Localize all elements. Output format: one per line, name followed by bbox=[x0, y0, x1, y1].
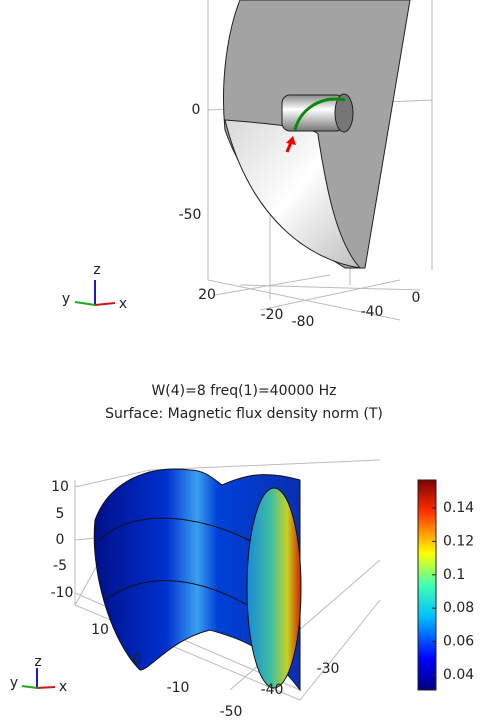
colorbar-tick-label: 0.1 bbox=[443, 567, 465, 583]
triad-label: z bbox=[93, 262, 100, 278]
y-tick-label: -20 bbox=[261, 307, 284, 323]
x-tick-label: -80 bbox=[292, 314, 315, 330]
colorbar: 0.14 0.12 0.1 0.08 0.06 0.04 bbox=[417, 479, 474, 691]
triad-label: x bbox=[59, 679, 67, 695]
z-tick-label: 5 bbox=[56, 506, 65, 522]
colorbar-tick-label: 0.04 bbox=[443, 667, 474, 683]
colorbar-tick-label: 0.08 bbox=[443, 600, 474, 616]
colorbar-tick-label: 0.06 bbox=[443, 634, 474, 650]
plot-subtitle: Surface: Magnetic flux density norm (T) bbox=[105, 406, 383, 422]
top-view: 0 -50 20 -20 -80 -40 0 z y x bbox=[62, 0, 433, 330]
axis-triad: z y x bbox=[10, 654, 67, 695]
x-tick-label: -40 bbox=[261, 682, 284, 698]
axis-triad: z y x bbox=[62, 262, 127, 312]
plot-title: W(4)=8 freq(1)=40000 Hz bbox=[151, 383, 336, 399]
x-tick-label: 0 bbox=[412, 290, 421, 306]
triad-label: z bbox=[34, 654, 41, 670]
z-tick-label: -50 bbox=[179, 207, 202, 223]
x-tick-label: -40 bbox=[361, 304, 384, 320]
colorbar-tick-label: 0.14 bbox=[443, 500, 474, 516]
x-tick-label: -30 bbox=[317, 661, 340, 677]
triad-label: y bbox=[62, 291, 70, 307]
bottom-view: W(4)=8 freq(1)=40000 Hz Surface: Magneti… bbox=[10, 383, 474, 720]
z-tick-label: 10 bbox=[51, 479, 69, 495]
z-tick-label: 0 bbox=[56, 532, 65, 548]
z-tick-label: -5 bbox=[53, 558, 67, 574]
z-tick-label: -10 bbox=[51, 585, 74, 601]
triad-label: y bbox=[10, 675, 18, 691]
colorbar-scale bbox=[417, 479, 437, 691]
y-tick-label: -10 bbox=[167, 680, 190, 696]
y-tick-label: 20 bbox=[198, 287, 216, 303]
y-tick-label: 10 bbox=[91, 622, 109, 638]
y-tick-label: -50 bbox=[220, 704, 243, 720]
y-tick-label: 0 bbox=[133, 652, 142, 668]
z-tick-label: 0 bbox=[192, 102, 201, 118]
triad-label: x bbox=[119, 296, 127, 312]
colorbar-tick-label: 0.12 bbox=[443, 533, 474, 549]
